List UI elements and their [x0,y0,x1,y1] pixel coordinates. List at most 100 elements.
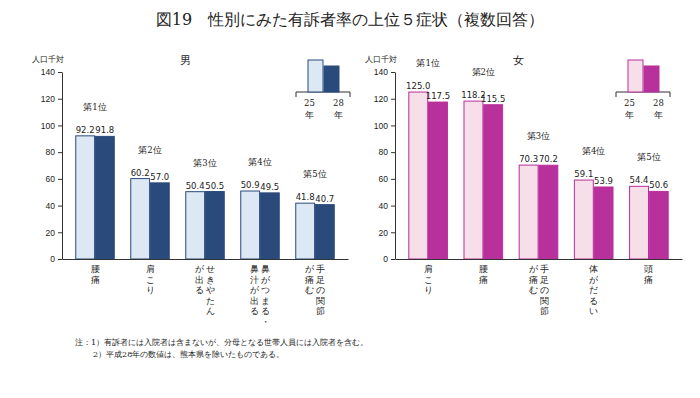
x-tick-label: 肩こり [146,264,155,295]
legend: 25年28年 [616,60,670,120]
y-tick-mark [58,259,62,260]
annotation: 第3位 [527,131,550,141]
y-tick-mark [58,72,62,73]
y-tick-mark [58,99,62,100]
bar [95,136,114,259]
data-label: 70.2 [539,154,558,164]
note: 注：1）有訴者には入院者は含まないが、分母となる世帯人員には入院者を含む。 [75,338,368,347]
data-label: 60.2 [131,168,150,178]
y-tick-mark [391,259,395,260]
bar [630,186,649,259]
y-tick-label: 80 [46,147,56,157]
annotation: 第5位 [637,152,660,162]
annotation: 第2位 [472,67,495,77]
y-tick: 20 [46,228,62,238]
x-tick-label: 腰痛 [91,264,100,285]
data-label: 50.6 [649,180,668,190]
bar [649,191,668,259]
y-tick-label: 40 [46,201,56,211]
note: 2）平成28年の数値は、熊本県を除いたものである。 [93,350,284,359]
data-label: 57.0 [150,172,169,182]
data-label: 50.9 [241,180,260,190]
data-label: 53.9 [594,176,613,186]
y-tick-label: 100 [374,121,388,131]
x-tick-label: 体がだるい [589,264,599,316]
bar [519,165,538,259]
bars [76,136,335,259]
y-tick: 120 [41,94,62,104]
bar [131,179,150,259]
bar [429,102,448,259]
y-tick-mark [391,179,395,180]
annotation: 第4位 [248,157,271,167]
data-label: 50.5 [205,181,224,191]
legend-swatch [644,66,659,92]
y-tick-label: 80 [379,147,389,157]
legend-tick [616,92,617,97]
x-tick-label: 鼻がつまる・鼻汁が出る [250,264,271,327]
x-axis-line [63,259,349,260]
y-tick-label: 60 [379,174,389,184]
y-axis-title: 人口千対 [32,55,64,64]
y-tick: 80 [46,147,62,157]
x-axis [63,259,349,260]
y-tick-label: 120 [374,94,388,104]
bar [296,203,315,259]
data-label: 59.1 [574,169,593,179]
legend-swatch [628,60,643,92]
panel: 020406080100120140人口千対男92.260.250.450.94… [32,54,350,327]
y-tick-mark [391,99,395,100]
y-tick: 120 [374,94,395,104]
y-tick: 0 [50,254,62,264]
y-tick-label: 140 [374,67,388,77]
y-tick-label: 40 [379,201,389,211]
subtitle: 男 [180,54,191,67]
data-label: 115.5 [481,94,505,104]
legend-swatch [324,66,339,92]
subtitle: 女 [513,54,524,67]
y-tick-mark [391,152,395,153]
y-axis: 0 20 40 60 80 100 120 140 [374,67,396,264]
y-tick-mark [391,72,395,73]
y-tick-label: 20 [379,228,389,238]
data-label: 49.5 [260,182,279,192]
data-label: 91.8 [95,125,114,135]
y-tick-label: 0 [50,254,55,264]
bars [409,92,668,259]
y-tick-label: 120 [41,94,55,104]
y-tick: 40 [379,201,395,211]
y-axis-line [62,73,63,260]
y-tick: 60 [379,174,395,184]
panel: 020406080100120140人口千対女125.0118.270.359.… [365,54,683,316]
legend-label: 28年 [333,98,344,120]
x-tick-label: せきやたんが出る [195,264,215,316]
y-tick-label: 100 [41,121,55,131]
y-tick-mark [58,179,62,180]
legend-swatch [308,60,323,92]
bar [315,205,334,259]
bar [150,183,169,259]
data-label: 125.0 [406,81,430,91]
y-tick-label: 20 [46,228,56,238]
data-label: 70.3 [519,154,538,164]
annotation: 第3位 [193,158,216,168]
legend-label: 25年 [304,98,315,120]
x-tick-label: 手足の関節が痛む [529,264,549,316]
y-axis: 0 20 40 60 80 100 120 140 [41,67,63,264]
x-axis-line [396,259,683,260]
annotation: 第1位 [416,58,439,68]
y-tick-label: 140 [41,67,55,77]
data-label: 41.8 [296,192,315,202]
data-label: 117.5 [426,91,450,101]
y-tick-label: 0 [383,254,388,264]
bar [464,101,483,259]
legend-label: 28年 [653,98,664,120]
y-tick: 20 [379,228,395,238]
title: 図19 性別にみた有訴者率の上位５症状（複数回答） [156,10,544,29]
y-tick: 140 [41,67,62,77]
y-tick-label: 60 [46,174,56,184]
annotation: 第2位 [138,145,161,155]
y-tick-mark [58,125,62,126]
x-axis [396,259,683,260]
bar [76,136,95,259]
